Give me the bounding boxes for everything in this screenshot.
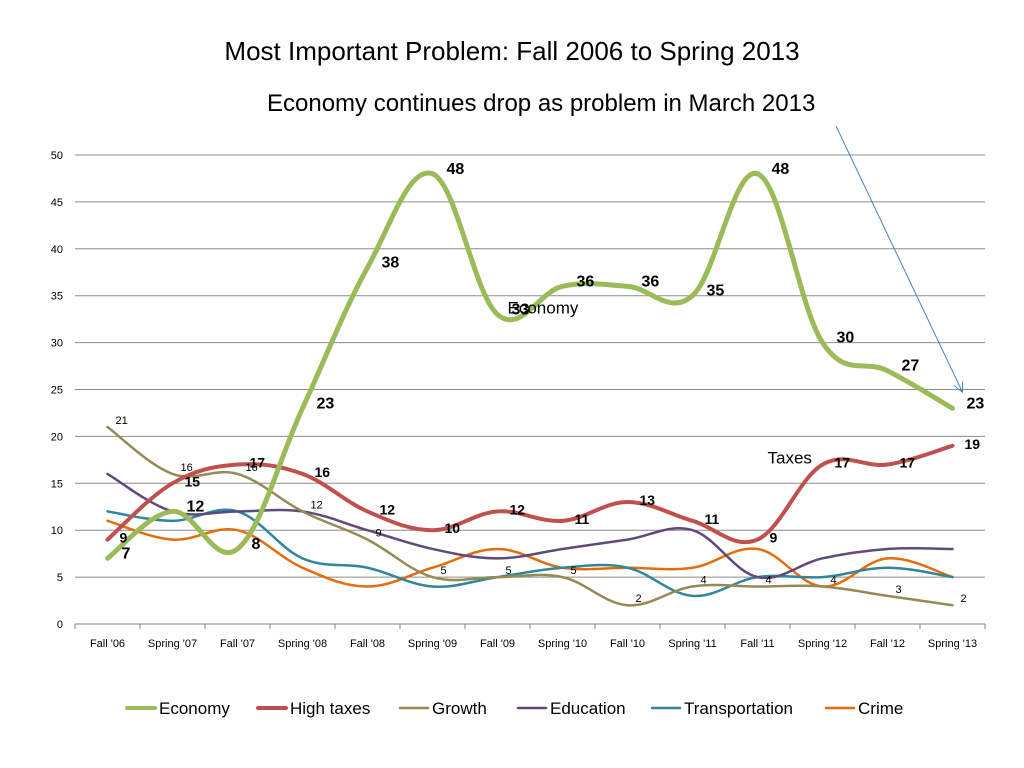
- x-tick-label: Spring '10: [538, 638, 587, 650]
- y-tick-label: 10: [51, 525, 63, 537]
- data-label-growth: 4: [766, 574, 772, 586]
- x-tick-label: Spring '11: [668, 638, 716, 650]
- series-line-high-taxes: [105, 443, 955, 545]
- y-tick-label: 35: [51, 291, 63, 303]
- x-tick-label: Fall '12: [870, 638, 905, 650]
- data-label-economy: 48: [447, 161, 465, 178]
- data-label-economy: 8: [252, 536, 261, 553]
- annotation-arrow: [835, 125, 963, 393]
- y-tick-label: 0: [57, 619, 63, 631]
- data-label-economy: 38: [382, 255, 400, 272]
- legend-label: Growth: [432, 699, 487, 718]
- data-label-economy: 7: [122, 545, 131, 562]
- x-tick-label: Fall '11: [740, 638, 774, 650]
- annotation-arrowhead: [953, 381, 964, 394]
- data-label-high-taxes: 13: [640, 492, 656, 508]
- data-label-growth: 2: [636, 593, 642, 605]
- x-tick-label: Fall '10: [610, 638, 645, 650]
- data-label-economy: 35: [707, 283, 725, 300]
- data-label-economy: 30: [837, 330, 855, 347]
- data-label-economy: 48: [772, 161, 790, 178]
- data-label-economy: 33: [512, 301, 530, 318]
- x-tick-label: Fall '06: [90, 638, 125, 650]
- data-label-high-taxes: 12: [510, 501, 526, 517]
- x-tick-label: Spring '07: [148, 638, 197, 650]
- data-label-growth: 2: [961, 593, 967, 605]
- legend-label: Crime: [858, 699, 903, 718]
- x-tick-label: Spring '13: [928, 638, 977, 650]
- data-label-high-taxes: 11: [575, 511, 590, 527]
- annotation-text: Economy: [508, 298, 579, 317]
- data-label-high-taxes: 15: [185, 473, 201, 489]
- data-label-economy: 23: [967, 395, 985, 412]
- x-tick-label: Fall '09: [480, 638, 515, 650]
- data-label-economy: 36: [577, 273, 595, 290]
- chart-title: Most Important Problem: Fall 2006 to Spr…: [224, 36, 800, 66]
- data-label-high-taxes: 9: [120, 530, 128, 546]
- data-label-high-taxes: 12: [380, 501, 396, 517]
- data-label-economy: 27: [902, 358, 920, 375]
- data-label-economy: 23: [317, 395, 335, 412]
- y-tick-label: 15: [51, 478, 63, 490]
- data-label-growth: 16: [246, 462, 258, 474]
- data-label-high-taxes: 17: [835, 455, 851, 471]
- series-line-education: [106, 472, 954, 580]
- y-tick-label: 5: [57, 572, 63, 584]
- y-tick-label: 30: [51, 338, 63, 350]
- y-tick-label: 50: [51, 150, 63, 162]
- data-label-high-taxes: 9: [770, 530, 778, 546]
- x-tick-label: Fall '08: [350, 638, 385, 650]
- legend-label: Education: [550, 699, 626, 718]
- data-label-growth: 4: [701, 574, 707, 586]
- data-label-growth: 21: [116, 415, 128, 427]
- data-label-high-taxes: 10: [445, 520, 461, 536]
- chart-subtitle: Economy continues drop as problem in Mar…: [267, 90, 816, 117]
- data-label-high-taxes: 17: [900, 455, 916, 471]
- x-tick-label: Spring '09: [408, 638, 457, 650]
- series-line-economy: [105, 170, 955, 561]
- x-tick-label: Spring '08: [278, 638, 327, 650]
- data-label-growth: 4: [831, 574, 837, 586]
- y-tick-label: 20: [51, 431, 63, 443]
- data-label-growth: 16: [181, 462, 193, 474]
- data-label-growth: 9: [376, 528, 382, 540]
- data-label-growth: 3: [896, 584, 902, 596]
- annotation-text: Taxes: [768, 449, 812, 468]
- data-label-high-taxes: 11: [705, 511, 720, 527]
- legend-label: Transportation: [684, 699, 793, 718]
- y-tick-label: 25: [51, 385, 63, 397]
- x-tick-label: Fall '07: [220, 638, 255, 650]
- data-label-high-taxes: 19: [965, 436, 981, 452]
- data-label-growth: 5: [571, 565, 577, 577]
- series-line-transportation: [106, 508, 954, 598]
- x-tick-label: Spring '12: [798, 638, 847, 650]
- legend-label: Economy: [159, 699, 230, 718]
- y-tick-label: 45: [51, 197, 63, 209]
- data-label-growth: 12: [311, 499, 323, 511]
- data-label-high-taxes: 16: [315, 464, 331, 480]
- data-label-economy: 12: [187, 498, 205, 515]
- legend-label: High taxes: [290, 699, 370, 718]
- data-label-growth: 5: [506, 565, 512, 577]
- data-label-high-taxes: 17: [250, 455, 266, 471]
- y-tick-label: 40: [51, 244, 63, 256]
- data-label-economy: 36: [642, 273, 660, 290]
- data-label-growth: 5: [441, 565, 447, 577]
